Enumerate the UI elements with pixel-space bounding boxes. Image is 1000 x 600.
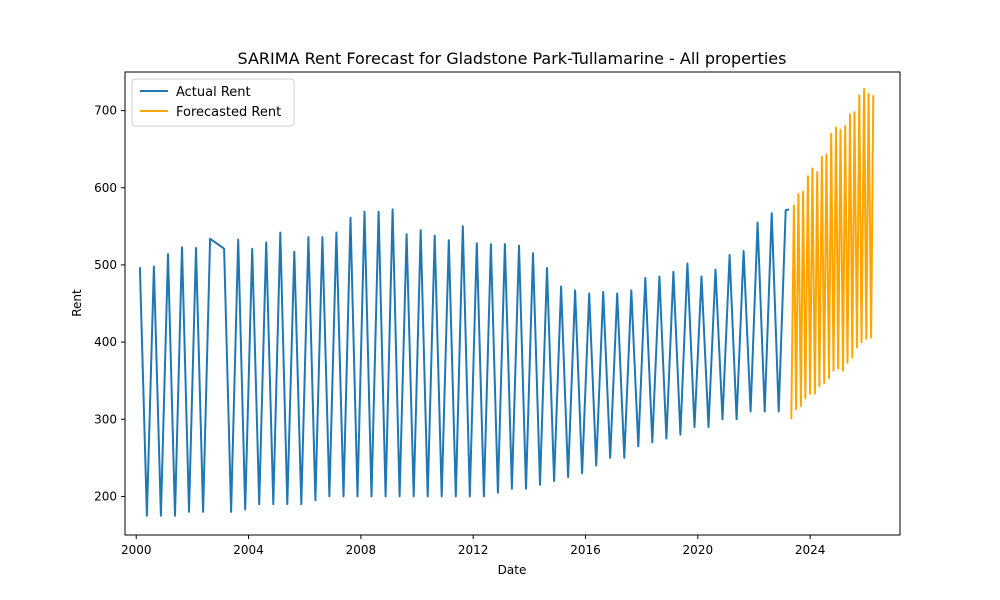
x-tick-label: 2024 <box>795 543 826 557</box>
y-tick-label: 200 <box>94 489 117 503</box>
y-tick-label: 400 <box>94 335 117 349</box>
series-line-0 <box>138 208 790 517</box>
legend: Actual Rent Forecasted Rent <box>131 78 295 127</box>
x-tick-label: 2020 <box>683 543 714 557</box>
x-tick-label: 2012 <box>458 543 489 557</box>
x-axis-label: Date <box>498 563 527 577</box>
x-tick-label: 2008 <box>346 543 377 557</box>
series-lines <box>138 88 875 517</box>
y-axis: 200 300 400 500 600 700 <box>94 104 125 503</box>
y-tick-label: 300 <box>94 412 117 426</box>
series-line-1 <box>790 88 875 420</box>
legend-label-actual: Actual Rent <box>176 85 251 100</box>
plot-frame <box>124 71 901 536</box>
x-tick-label: 2004 <box>233 543 264 557</box>
x-tick-label: 2016 <box>570 543 601 557</box>
y-tick-label: 700 <box>94 104 117 118</box>
y-axis-label: Rent <box>70 289 84 317</box>
legend-box <box>131 78 295 127</box>
chart-title: SARIMA Rent Forecast for Gladstone Park-… <box>238 49 787 68</box>
y-tick-label: 500 <box>94 258 117 272</box>
x-tick-label: 2000 <box>121 543 152 557</box>
x-axis: 2000 2004 2008 2012 2016 2020 2024 <box>121 535 825 557</box>
legend-label-forecast: Forecasted Rent <box>176 105 281 120</box>
y-tick-label: 600 <box>94 181 117 195</box>
